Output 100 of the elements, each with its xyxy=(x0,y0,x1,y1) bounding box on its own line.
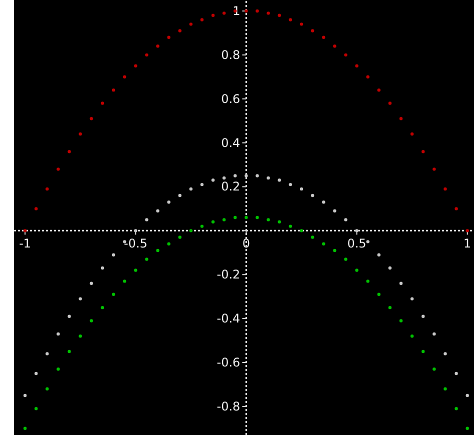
point xyxy=(300,187,304,191)
point xyxy=(46,387,49,390)
point xyxy=(145,258,148,261)
point xyxy=(466,394,469,398)
point xyxy=(355,229,358,232)
point xyxy=(300,229,304,232)
point xyxy=(288,18,292,22)
point xyxy=(266,176,270,180)
x-tick-label: 0.5 xyxy=(347,236,366,251)
point xyxy=(278,178,281,182)
point xyxy=(145,53,148,57)
point xyxy=(78,334,82,338)
point xyxy=(466,229,469,232)
point xyxy=(333,209,336,213)
point xyxy=(167,200,170,204)
point xyxy=(444,387,447,390)
point xyxy=(388,102,392,105)
point xyxy=(432,168,436,171)
point xyxy=(256,9,259,13)
y-tick-label: -0.8 xyxy=(216,399,240,414)
point xyxy=(211,14,215,17)
point xyxy=(56,332,60,336)
point xyxy=(432,367,436,371)
point xyxy=(256,216,259,220)
point xyxy=(46,187,49,191)
y-tick-label: -0.4 xyxy=(216,312,240,326)
point xyxy=(278,14,281,17)
point xyxy=(134,64,138,68)
point xyxy=(377,253,381,256)
point xyxy=(68,314,71,318)
point xyxy=(156,44,160,48)
y-tick-label: -0.2 xyxy=(216,268,240,282)
point xyxy=(422,314,425,318)
point xyxy=(288,224,292,228)
point xyxy=(178,194,182,198)
point xyxy=(200,224,204,228)
y-tick-label: 0.8 xyxy=(221,48,240,62)
point xyxy=(454,207,458,210)
point xyxy=(178,236,182,239)
point xyxy=(167,36,170,39)
point xyxy=(410,297,414,300)
point xyxy=(322,242,326,246)
point xyxy=(266,12,270,15)
point xyxy=(344,258,348,261)
point xyxy=(200,18,204,22)
point xyxy=(200,182,204,186)
point xyxy=(156,209,160,213)
point xyxy=(100,306,104,310)
point xyxy=(134,229,138,232)
point xyxy=(355,268,358,272)
point xyxy=(189,229,193,232)
x-tick-label: -1 xyxy=(19,236,32,251)
point xyxy=(156,248,160,252)
point xyxy=(310,194,314,198)
point xyxy=(310,29,314,32)
point xyxy=(178,29,182,32)
point xyxy=(122,75,126,78)
point xyxy=(377,292,381,296)
point xyxy=(388,306,392,310)
point xyxy=(399,117,403,120)
point xyxy=(78,297,82,300)
point xyxy=(333,44,336,48)
point xyxy=(333,248,336,252)
point xyxy=(454,407,458,410)
point xyxy=(344,53,348,57)
point xyxy=(244,9,248,13)
point xyxy=(234,174,237,178)
x-tick-label: 1 xyxy=(464,236,472,251)
point xyxy=(23,426,27,430)
point xyxy=(399,282,403,286)
point xyxy=(68,350,71,354)
point xyxy=(112,292,116,296)
point xyxy=(244,216,248,220)
point xyxy=(56,168,60,171)
point xyxy=(90,319,94,322)
x-tick-label: 0 xyxy=(242,236,250,251)
point xyxy=(112,88,116,92)
x-tick-label: -0.5 xyxy=(124,236,148,251)
y-tick-label: 0.4 xyxy=(221,136,240,150)
point xyxy=(454,372,458,376)
point xyxy=(68,150,71,154)
point xyxy=(278,220,281,224)
point xyxy=(34,207,38,210)
point xyxy=(90,282,94,286)
point xyxy=(444,352,447,356)
point xyxy=(222,12,226,15)
point xyxy=(399,319,403,322)
point xyxy=(310,236,314,239)
point xyxy=(288,182,292,186)
point xyxy=(355,64,358,68)
point xyxy=(466,426,469,430)
point xyxy=(90,117,94,120)
point xyxy=(211,178,215,182)
point xyxy=(222,218,226,222)
point xyxy=(410,334,414,338)
point xyxy=(366,75,370,78)
point xyxy=(222,176,226,180)
point xyxy=(366,280,370,283)
point xyxy=(122,280,126,283)
y-tick-label: 0.6 xyxy=(221,92,240,106)
